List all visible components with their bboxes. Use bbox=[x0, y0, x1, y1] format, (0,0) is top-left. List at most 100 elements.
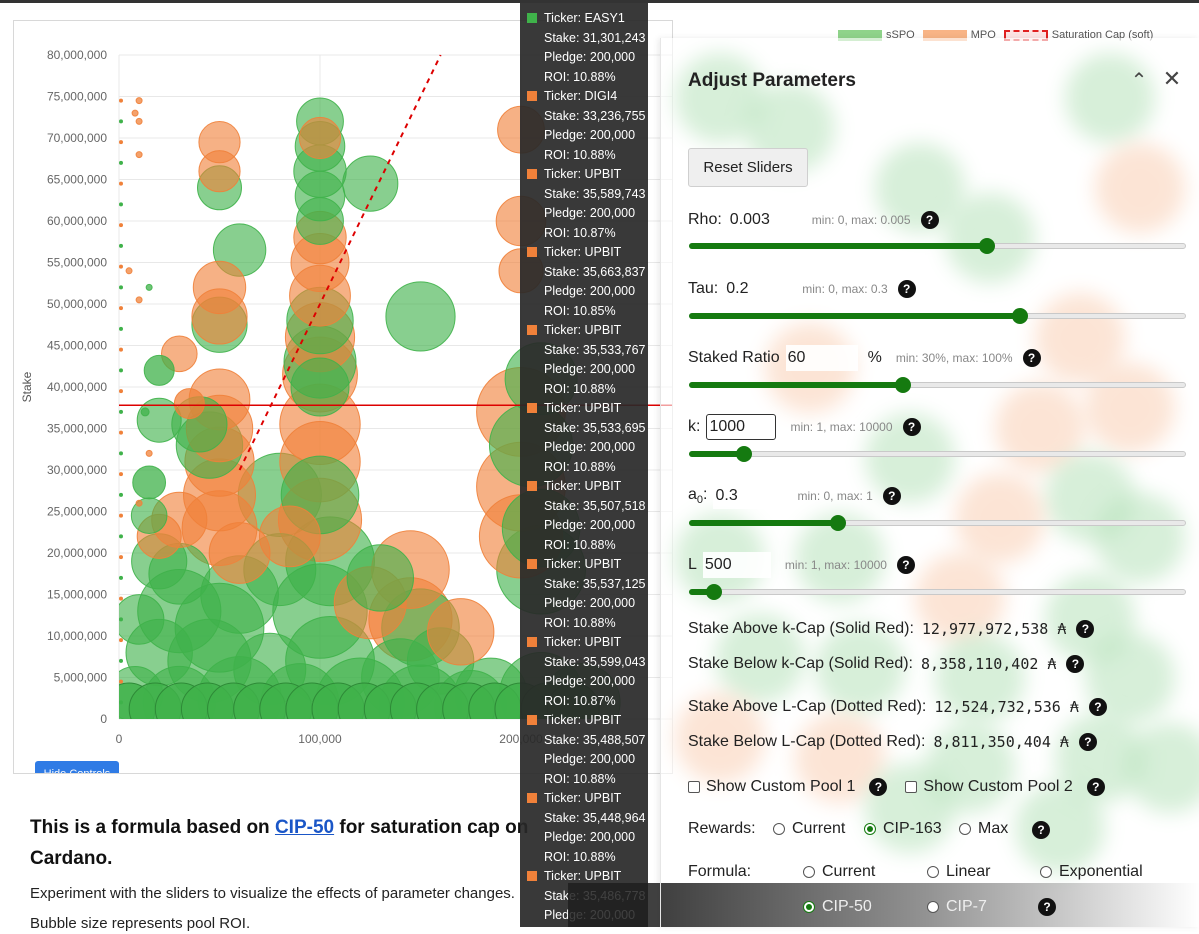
param-slider[interactable] bbox=[689, 377, 1186, 393]
sspo-bubble[interactable] bbox=[119, 409, 123, 414]
mpo-bubble[interactable] bbox=[119, 98, 123, 103]
param-slider[interactable] bbox=[689, 238, 1186, 254]
help-icon[interactable]: ? bbox=[869, 778, 888, 796]
slider-thumb[interactable] bbox=[735, 446, 752, 462]
sspo-bubble[interactable] bbox=[119, 119, 123, 124]
help-icon[interactable]: ? bbox=[882, 487, 901, 505]
sspo-bubble[interactable] bbox=[119, 368, 123, 373]
sspo-bubble[interactable] bbox=[342, 155, 399, 212]
sspo-bubble[interactable] bbox=[145, 283, 153, 291]
param-input[interactable] bbox=[724, 276, 789, 302]
slider-thumb[interactable] bbox=[979, 238, 996, 254]
mpo-bubble[interactable] bbox=[125, 267, 133, 275]
sspo-bubble[interactable] bbox=[119, 700, 123, 705]
mpo-bubble[interactable] bbox=[119, 306, 123, 311]
custom-pool-1-row[interactable]: Show Custom Pool 1 ? Show Custom Pool 2 … bbox=[688, 778, 1105, 796]
param-slider[interactable] bbox=[689, 584, 1186, 600]
help-icon[interactable]: ? bbox=[896, 556, 915, 574]
hide-controls-button[interactable]: Hide Controls bbox=[35, 761, 119, 773]
radio-button[interactable] bbox=[864, 823, 876, 835]
help-icon[interactable]: ? bbox=[1022, 349, 1041, 367]
help-icon[interactable]: ? bbox=[1088, 698, 1107, 716]
chevron-up-icon[interactable]: ⌃ bbox=[1127, 68, 1151, 92]
reset-sliders-button[interactable]: Reset Sliders bbox=[688, 148, 808, 187]
sspo-bubble[interactable] bbox=[119, 534, 123, 539]
param-slider[interactable] bbox=[689, 308, 1186, 324]
rewards-option[interactable]: Current bbox=[773, 820, 845, 838]
help-icon[interactable]: ? bbox=[1076, 620, 1095, 638]
mpo-bubble[interactable] bbox=[119, 264, 123, 269]
formula-option[interactable]: Linear bbox=[927, 863, 990, 881]
mpo-bubble[interactable] bbox=[145, 449, 153, 457]
sspo-bubble[interactable] bbox=[119, 575, 123, 580]
sspo-bubble[interactable] bbox=[119, 243, 123, 248]
sspo-bubble[interactable] bbox=[119, 285, 123, 290]
param-input[interactable] bbox=[785, 345, 858, 371]
param-input[interactable] bbox=[706, 414, 777, 440]
formula-option[interactable]: Exponential bbox=[1040, 863, 1143, 881]
param-slider[interactable] bbox=[689, 446, 1186, 462]
mpo-bubble[interactable] bbox=[135, 97, 143, 105]
slider-thumb[interactable] bbox=[894, 377, 911, 393]
formula-option[interactable]: CIP-50 bbox=[803, 898, 872, 916]
sspo-bubble[interactable] bbox=[119, 202, 123, 207]
help-icon[interactable]: ? bbox=[897, 280, 916, 298]
formula-option[interactable]: Current bbox=[803, 863, 875, 881]
mpo-bubble[interactable] bbox=[192, 260, 247, 315]
help-icon[interactable]: ? bbox=[920, 211, 939, 229]
sspo-bubble[interactable] bbox=[114, 594, 165, 645]
help-icon[interactable]: ? bbox=[1032, 821, 1050, 839]
sspo-bubble[interactable] bbox=[119, 326, 123, 331]
mpo-bubble[interactable] bbox=[119, 472, 123, 477]
mpo-bubble[interactable] bbox=[135, 499, 143, 507]
help-icon[interactable]: ? bbox=[1038, 898, 1056, 916]
sspo-bubble[interactable] bbox=[346, 544, 414, 612]
mpo-bubble[interactable] bbox=[119, 513, 123, 518]
custom-pool-1-checkbox[interactable] bbox=[688, 781, 700, 793]
radio-button[interactable] bbox=[927, 866, 939, 878]
radio-button[interactable] bbox=[803, 866, 815, 878]
sspo-bubble[interactable] bbox=[290, 357, 350, 417]
mpo-bubble[interactable] bbox=[427, 598, 495, 666]
close-icon[interactable]: ✕ bbox=[1160, 66, 1184, 91]
mpo-bubble[interactable] bbox=[119, 638, 123, 643]
help-icon[interactable]: ? bbox=[902, 418, 921, 436]
mpo-bubble[interactable] bbox=[258, 505, 321, 568]
radio-button[interactable] bbox=[959, 823, 971, 835]
formula-option[interactable]: CIP-7 bbox=[927, 898, 987, 916]
mpo-bubble[interactable] bbox=[298, 116, 342, 160]
sspo-bubble[interactable] bbox=[296, 197, 344, 245]
mpo-bubble[interactable] bbox=[119, 181, 123, 186]
radio-button[interactable] bbox=[803, 901, 815, 913]
help-icon[interactable]: ? bbox=[1086, 778, 1105, 796]
mpo-bubble[interactable] bbox=[119, 430, 123, 435]
param-input[interactable] bbox=[727, 207, 798, 233]
mpo-bubble[interactable] bbox=[131, 109, 139, 117]
sspo-bubble[interactable] bbox=[119, 160, 123, 165]
mpo-bubble[interactable] bbox=[173, 388, 205, 420]
radio-button[interactable] bbox=[1040, 866, 1052, 878]
help-icon[interactable]: ? bbox=[1078, 733, 1097, 751]
sspo-bubble[interactable] bbox=[143, 354, 175, 386]
sspo-bubble[interactable] bbox=[119, 658, 123, 663]
mpo-bubble[interactable] bbox=[119, 596, 123, 601]
mpo-bubble[interactable] bbox=[119, 679, 123, 684]
radio-button[interactable] bbox=[773, 823, 785, 835]
param-input[interactable] bbox=[713, 483, 784, 509]
help-icon[interactable]: ? bbox=[1066, 655, 1085, 673]
cip-50-link[interactable]: CIP-50 bbox=[274, 817, 335, 838]
mpo-bubble[interactable] bbox=[119, 140, 123, 145]
param-slider[interactable] bbox=[689, 515, 1186, 531]
mpo-bubble[interactable] bbox=[135, 296, 143, 304]
radio-button[interactable] bbox=[927, 901, 939, 913]
slider-thumb[interactable] bbox=[705, 584, 722, 600]
mpo-bubble[interactable] bbox=[198, 150, 241, 193]
custom-pool-2-checkbox[interactable] bbox=[905, 781, 918, 793]
sspo-bubble[interactable] bbox=[119, 492, 123, 497]
sspo-bubble[interactable] bbox=[119, 451, 123, 456]
mpo-bubble[interactable] bbox=[135, 117, 143, 125]
mpo-bubble[interactable] bbox=[119, 347, 123, 352]
slider-thumb[interactable] bbox=[830, 515, 847, 531]
sspo-bubble[interactable] bbox=[385, 281, 456, 352]
rewards-option[interactable]: CIP-163 bbox=[864, 820, 942, 838]
